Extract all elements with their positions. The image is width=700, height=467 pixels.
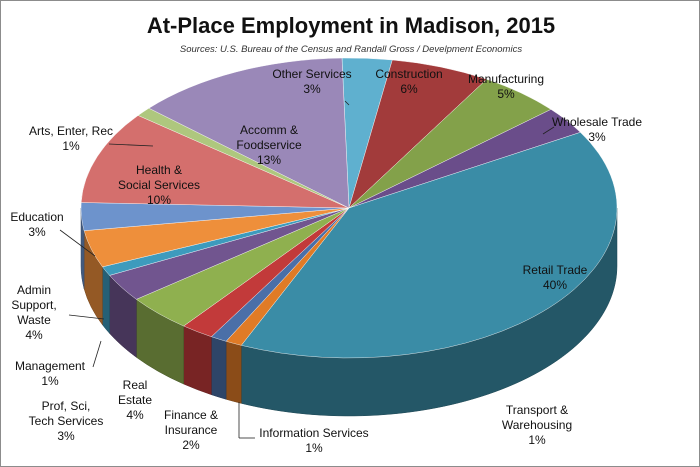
slice-label-retail-trade: Retail Trade 40% — [523, 263, 588, 292]
pie-side-walls — [80, 207, 618, 417]
pie-side-transport-warehousing — [225, 340, 242, 404]
leader-line — [92, 340, 102, 368]
chart-title: At-Place Employment in Madison, 2015 — [146, 13, 556, 38]
leader-lines — [59, 100, 555, 439]
pie-side-management — [102, 266, 110, 335]
slice-label-other-services: Other Services 3% — [272, 67, 351, 96]
slice-label-accomm-foodservice: Accomm & Foodservice 13% — [236, 123, 302, 167]
slice-label-prof-sci-tech-services: Prof, Sci, Tech Services 3% — [29, 399, 104, 443]
slice-label-management: Management 1% — [15, 359, 86, 388]
pie-side-information-services — [211, 336, 227, 400]
slice-label-information-services: Information Services 1% — [259, 426, 368, 455]
pie-slice-health-social-services[interactable] — [80, 115, 350, 209]
pie-side-finance-insurance — [183, 325, 212, 396]
slice-label-manufacturing: Manufacturing 5% — [468, 72, 544, 101]
slice-label-construction: Construction 6% — [375, 67, 442, 96]
leader-line — [59, 229, 96, 257]
chart-subtitle: Sources: U.S. Bureau of the Census and R… — [179, 44, 523, 55]
pie-top — [80, 57, 618, 359]
leader-line — [542, 126, 555, 135]
slice-label-arts-enter-rec: Arts, Enter, Rec 1% — [29, 124, 113, 153]
leader-line — [68, 314, 105, 320]
slice-label-real-estate: Real Estate 4% — [118, 378, 152, 422]
pie-slice-retail-trade[interactable] — [240, 132, 618, 359]
pie-slice-accomm-foodservice[interactable] — [148, 57, 350, 209]
slice-label-health-social-services: Health & Social Services 10% — [118, 163, 200, 207]
slice-label-admin-support-waste: Admin Support, Waste 4% — [11, 283, 56, 342]
leader-line — [108, 143, 154, 147]
slice-label-finance-insurance: Finance & Insurance 2% — [164, 408, 218, 452]
slice-label-education: Education 3% — [10, 210, 63, 239]
slice-label-transport-warehousing: Transport & Warehousing 1% — [502, 403, 572, 447]
leader-line — [344, 100, 350, 106]
slice-label-wholesale-trade: Wholesale Trade 3% — [552, 115, 642, 144]
